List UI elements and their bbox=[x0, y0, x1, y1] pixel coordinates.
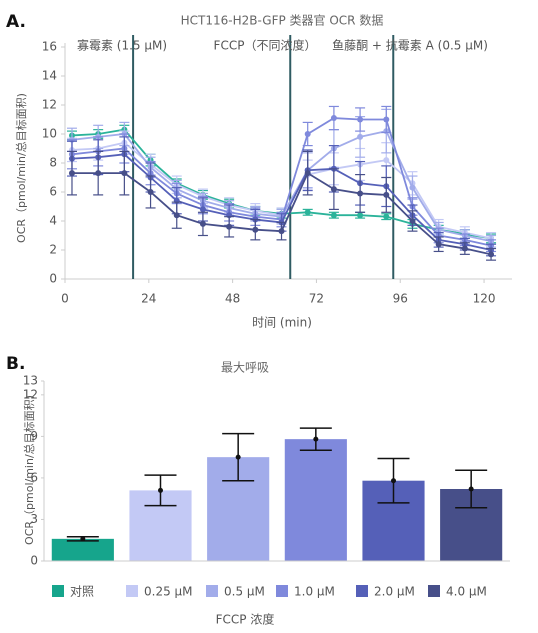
data-point bbox=[226, 223, 233, 230]
bar bbox=[51, 538, 114, 561]
mean-point bbox=[80, 536, 86, 542]
mean-point bbox=[235, 454, 241, 460]
data-point bbox=[383, 116, 390, 123]
data-point bbox=[95, 170, 102, 177]
mean-point bbox=[313, 436, 319, 442]
data-point bbox=[304, 209, 311, 216]
y-tick-label: 14 bbox=[42, 69, 57, 83]
y-tick-label: 2 bbox=[49, 243, 57, 257]
y-tick-label: 0 bbox=[30, 554, 38, 568]
legend-swatch bbox=[206, 585, 218, 597]
y-tick-label: 12 bbox=[23, 387, 38, 401]
legend-swatch bbox=[428, 585, 440, 597]
injection-label: FCCP（不同浓度） bbox=[214, 38, 317, 53]
mean-point bbox=[158, 487, 163, 493]
y-tick-label: 12 bbox=[42, 98, 57, 112]
mean-point bbox=[468, 486, 474, 492]
legend-label: 0.25 μM bbox=[144, 585, 193, 599]
injection-label: 鱼藤酮 + 抗霉素 A (0.5 μM) bbox=[332, 38, 488, 53]
mean-point bbox=[391, 478, 396, 484]
data-point bbox=[357, 116, 364, 123]
data-point bbox=[278, 228, 285, 235]
data-point bbox=[461, 245, 468, 252]
y-tick-label: 3 bbox=[30, 512, 38, 526]
data-point bbox=[252, 226, 259, 233]
data-point bbox=[488, 251, 495, 258]
y-tick-label: 9 bbox=[30, 429, 38, 443]
y-tick-label: 10 bbox=[42, 127, 57, 141]
data-point bbox=[357, 190, 364, 197]
y-tick-label: 4 bbox=[49, 214, 57, 228]
data-point bbox=[409, 218, 416, 224]
legend-swatch bbox=[356, 585, 368, 597]
data-point bbox=[173, 212, 180, 219]
data-point bbox=[357, 212, 364, 219]
legend-swatch bbox=[276, 585, 288, 597]
legend-label: 对照 bbox=[70, 585, 94, 599]
data-point bbox=[330, 212, 337, 219]
y-tick-label: 8 bbox=[49, 156, 57, 170]
data-point bbox=[304, 131, 311, 137]
x-tick-label: 120 bbox=[473, 292, 496, 306]
data-point bbox=[121, 170, 128, 177]
data-point bbox=[199, 220, 206, 227]
data-point bbox=[304, 170, 311, 177]
y-tick-label: 13 bbox=[23, 374, 38, 388]
data-point bbox=[330, 186, 337, 193]
y-tick-label: 0 bbox=[49, 272, 57, 286]
data-point bbox=[357, 133, 364, 140]
x-tick-label: 0 bbox=[61, 292, 69, 306]
data-point bbox=[383, 157, 390, 164]
legend-label: 4.0 μM bbox=[446, 585, 487, 599]
data-point bbox=[68, 170, 75, 177]
data-point bbox=[383, 191, 390, 198]
legend-label: 2.0 μM bbox=[374, 585, 415, 599]
y-tick-label: 6 bbox=[49, 185, 57, 199]
chart-title: HCT116-H2B-GFP 类器官 OCR 数据 bbox=[181, 13, 384, 28]
x-tick-label: 48 bbox=[225, 292, 240, 306]
chart-title: 最大呼吸 bbox=[221, 361, 269, 375]
bar bbox=[284, 439, 347, 561]
legend-label: 0.5 μM bbox=[224, 585, 265, 599]
y-tick-label: 16 bbox=[42, 40, 57, 54]
x-axis-label: FCCP 浓度 bbox=[216, 612, 275, 627]
y-axis-label: OCR（pmol/min/总目标面积) bbox=[22, 395, 36, 545]
data-point bbox=[435, 241, 442, 248]
data-point bbox=[383, 213, 390, 220]
y-tick-label: 6 bbox=[30, 470, 38, 484]
data-point bbox=[147, 189, 154, 195]
data-point bbox=[330, 115, 337, 122]
y-axis-label: OCR（pmol/min/总目标面积) bbox=[14, 93, 28, 243]
x-tick-label: 72 bbox=[309, 292, 324, 306]
legend-swatch bbox=[52, 585, 64, 597]
data-point bbox=[409, 184, 416, 191]
panel-label: B. bbox=[6, 354, 25, 374]
x-axis-label: 时间 (min) bbox=[252, 316, 312, 330]
legend-swatch bbox=[126, 585, 138, 597]
x-tick-label: 24 bbox=[141, 292, 156, 306]
legend-label: 1.0 μM bbox=[294, 585, 335, 599]
injection-label: 寡霉素 (1.5 μM) bbox=[77, 38, 167, 53]
data-point bbox=[199, 206, 206, 213]
panel-label: A. bbox=[6, 12, 26, 32]
x-tick-label: 96 bbox=[393, 292, 408, 306]
